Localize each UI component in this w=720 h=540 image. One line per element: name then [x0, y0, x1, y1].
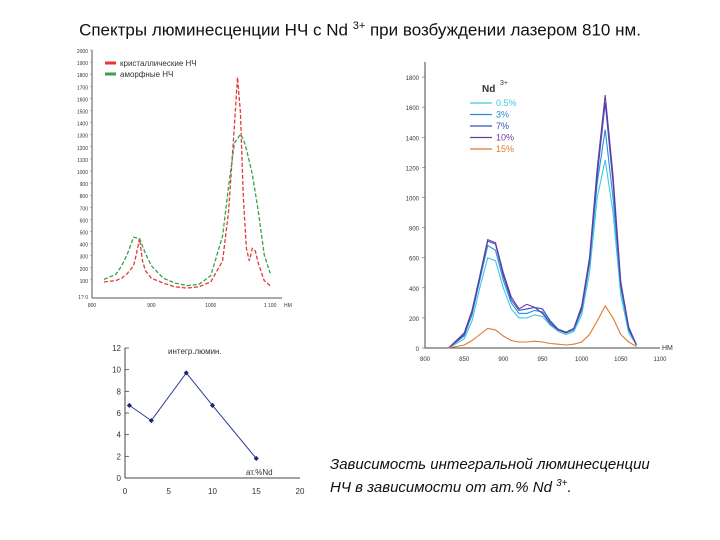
c2-x-tick-label: 1000 [575, 357, 589, 363]
c3-x-label: ат.%Nd [246, 468, 273, 477]
c2-series-line [448, 304, 637, 349]
title-main: Спектры люминесценции НЧ с Nd [79, 20, 348, 40]
c2-y-tick-label: 400 [409, 287, 420, 293]
c2-series-line [448, 159, 637, 349]
c1-x-tick-label: 900 [147, 303, 156, 309]
caption-superscript: 3+ [556, 478, 568, 489]
c1-y-tick-label: 1400 [77, 122, 88, 128]
c2-x-tick-label: 850 [459, 357, 470, 363]
c3-x-tick-label: 10 [208, 487, 217, 496]
c1-y-tick-label: 1800 [77, 73, 88, 79]
c2-series-line [448, 129, 637, 349]
c1-y-tick-label: 300 [80, 255, 89, 261]
c2-x-tick-label: 1050 [614, 357, 628, 363]
c1-y-tick-label: 200 [80, 267, 89, 273]
c2-y-tick-label: 1000 [406, 196, 420, 202]
c3-data-point [253, 455, 259, 462]
c1-y-tick-label: 400 [80, 243, 89, 249]
c3-y-tick-label: 2 [117, 452, 122, 461]
c1-y-tick-label: 1300 [77, 134, 88, 140]
c3-y-tick-label: 0 [117, 474, 122, 483]
c2-y-tick-label: 1600 [406, 106, 420, 112]
c3-y-tick-label: 4 [117, 431, 122, 440]
c2-legend-title: Nd [482, 84, 495, 95]
c1-series-line [103, 133, 271, 287]
c1-series-line [103, 77, 271, 289]
c2-legend-label: 3% [496, 110, 509, 120]
c3-y-tick-label: 8 [117, 387, 122, 396]
c2-y-tick-label: 1800 [406, 76, 420, 82]
c1-y-tick-label: 2000 [77, 49, 88, 55]
c2-legend-label: 0.5% [496, 98, 517, 108]
c2-x-tick-label: 900 [498, 357, 509, 363]
c3-y-tick-label: 10 [112, 366, 121, 375]
c1-y-tick-label: 100 [80, 279, 89, 285]
caption-line1: Зависимость интегральной люминесценции [330, 456, 650, 473]
c2-legend-label: 15% [496, 144, 514, 154]
title-superscript: 3+ [352, 20, 366, 32]
c2-y-tick-label: 1400 [406, 136, 420, 142]
c1-x-tick-label: 1000 [205, 303, 216, 309]
caption-line2: НЧ в зависимости от ат.% Nd [330, 479, 552, 496]
c2-series-line [448, 95, 638, 349]
c2-legend-label: 7% [496, 121, 509, 131]
c2-x-tick-label: 950 [537, 357, 548, 363]
c3-y-tick-label: 6 [117, 409, 122, 418]
c2-x-tick-label: 800 [420, 357, 431, 363]
c1-y-tick-label: 1600 [77, 97, 88, 103]
c3-x-tick-label: 0 [123, 487, 128, 496]
c3-y-label: интегр.люмин. [168, 347, 222, 356]
caption-end: . [567, 479, 572, 496]
c2-y-tick-label: 800 [409, 227, 420, 233]
c1-y-tick-label: 1000 [77, 170, 88, 176]
c1-y-tick-label: 700 [80, 206, 89, 212]
c2-y-tick-label: 0 [416, 347, 420, 353]
c1-legend-label: аморфные НЧ [120, 70, 173, 79]
c1-x-tick-label: 800 [88, 303, 97, 309]
c2-legend-label: 10% [496, 133, 514, 143]
c1-y-tick-label: 600 [80, 218, 89, 224]
c3-y-tick-label: 12 [112, 344, 121, 353]
c3-x-tick-label: 20 [296, 487, 305, 496]
c1-y-tick-label: 800 [80, 194, 89, 200]
c2-y-tick-label: 1200 [406, 166, 420, 172]
c1-y-tick-label: 1900 [77, 61, 88, 67]
c1-y-tick-label: 500 [80, 231, 89, 237]
c1-legend-label: кристаллические НЧ [120, 59, 197, 68]
page-title: Спектры люминесценции НЧ с Nd 3+ при воз… [0, 20, 720, 41]
c3-data-point [148, 418, 154, 424]
c1-x-tick-label: 1 100 [264, 303, 277, 309]
title-rest: при возбуждении лазером 810 нм. [365, 20, 641, 40]
c3-data-point [183, 370, 189, 376]
c1-y-tick-label: 1700 [77, 85, 88, 91]
c2-y-tick-label: 600 [409, 257, 420, 263]
chart-caption: Зависимость интегральной люминесценции Н… [330, 455, 710, 497]
c2-x-unit: НМ [662, 345, 673, 352]
c1-y-tick-label: 1200 [77, 146, 88, 152]
c2-x-tick-label: 1100 [654, 357, 668, 363]
c2-y-tick-label: 200 [409, 317, 420, 323]
c3-x-tick-label: 5 [167, 487, 172, 496]
c1-y-tick-label: 1? 0 [78, 295, 88, 301]
c1-y-tick-label: 1500 [77, 110, 88, 116]
c3-series-line [129, 372, 257, 459]
c1-x-unit: НМ [284, 303, 292, 309]
c2-legend-title-sup: 3+ [500, 80, 508, 87]
c1-y-tick-label: 900 [80, 182, 89, 188]
c1-y-tick-label: 1100 [77, 158, 88, 164]
c3-x-tick-label: 15 [252, 487, 261, 496]
